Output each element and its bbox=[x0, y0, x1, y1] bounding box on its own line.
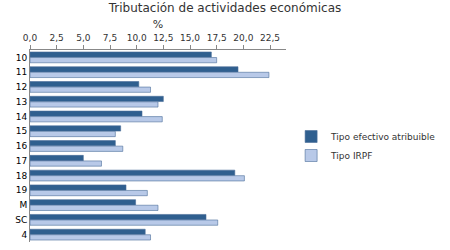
svg-text:17: 17 bbox=[16, 156, 27, 166]
svg-text:22,5: 22,5 bbox=[260, 33, 280, 43]
svg-text:2,5: 2,5 bbox=[50, 33, 64, 43]
svg-text:0,0: 0,0 bbox=[23, 33, 38, 43]
svg-text:17,5: 17,5 bbox=[207, 33, 227, 43]
svg-text:14: 14 bbox=[16, 112, 28, 122]
svg-text:13: 13 bbox=[16, 97, 27, 107]
svg-text:%: % bbox=[153, 18, 163, 31]
svg-text:12: 12 bbox=[16, 82, 27, 92]
svg-text:15,0: 15,0 bbox=[180, 33, 200, 43]
svg-text:Tributación de actividades eco: Tributación de actividades económicas bbox=[108, 1, 342, 15]
svg-text:Tipo efectivo atribuible: Tipo efectivo atribuible bbox=[330, 132, 435, 142]
svg-text:5,0: 5,0 bbox=[76, 33, 91, 43]
svg-text:16: 16 bbox=[16, 141, 28, 151]
svg-text:M: M bbox=[19, 200, 27, 210]
svg-text:12,5: 12,5 bbox=[153, 33, 173, 43]
svg-text:10: 10 bbox=[16, 53, 28, 63]
svg-text:18: 18 bbox=[16, 171, 28, 181]
svg-text:SC: SC bbox=[15, 215, 27, 225]
svg-text:15: 15 bbox=[16, 126, 27, 136]
svg-text:11: 11 bbox=[16, 67, 27, 77]
svg-text:4: 4 bbox=[21, 230, 27, 240]
svg-text:10,0: 10,0 bbox=[127, 33, 147, 43]
svg-text:19: 19 bbox=[16, 185, 28, 195]
svg-text:7,5: 7,5 bbox=[103, 33, 117, 43]
svg-text:Tipo IRPF: Tipo IRPF bbox=[330, 151, 372, 161]
svg-text:20,0: 20,0 bbox=[233, 33, 253, 43]
